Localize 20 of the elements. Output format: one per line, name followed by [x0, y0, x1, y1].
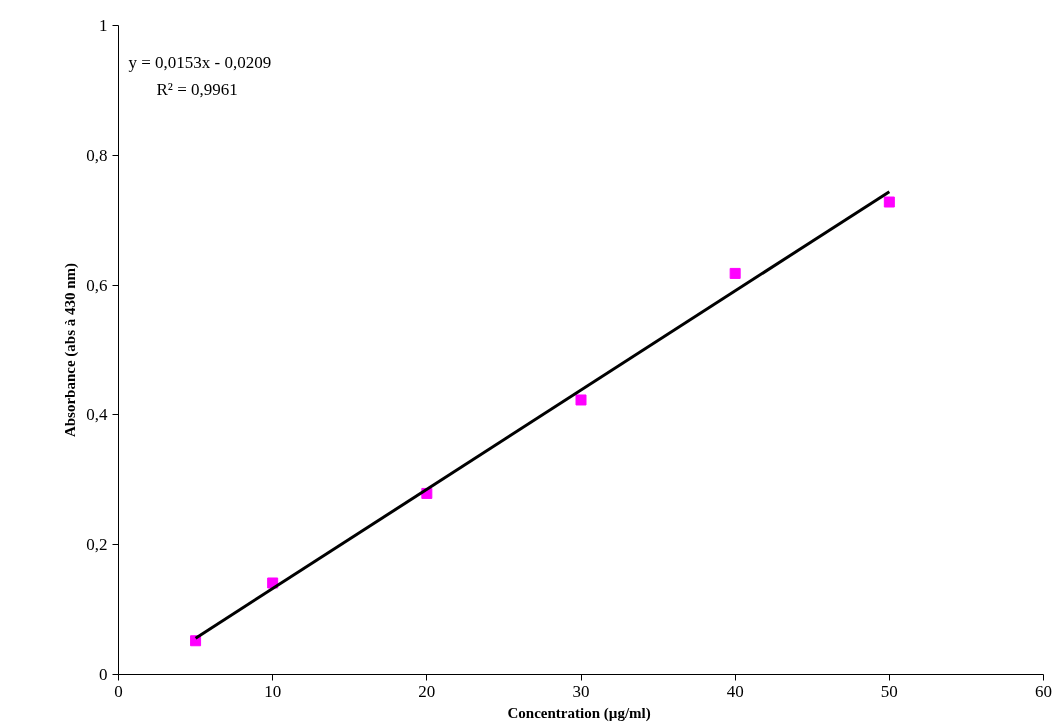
- point: [883, 196, 895, 208]
- y-tick-label: 0: [99, 665, 108, 684]
- y-axis-title: Absorbance (abs à 430 nm): [62, 262, 80, 438]
- x-tick-label: 60: [1035, 681, 1052, 701]
- point: [575, 394, 587, 406]
- x-axis-title: Concentration (µg/ml): [507, 704, 651, 722]
- annotation: y = 0,0153x - 0,0209: [128, 53, 272, 72]
- x-tick-label: 30: [572, 681, 590, 701]
- y-tick-label: 0,8: [86, 145, 108, 165]
- y-tick-label: 1: [99, 16, 108, 35]
- x-tick-label: 20: [418, 681, 436, 701]
- x-tick-label: 50: [880, 681, 898, 701]
- x-tick-label: 10: [264, 681, 282, 701]
- y-tick-label: 0,4: [86, 405, 108, 425]
- x-tick-label: 40: [726, 681, 744, 701]
- point: [729, 267, 741, 279]
- y-tick-label: 0,6: [86, 275, 108, 295]
- y-tick-label: 0,2: [86, 535, 108, 555]
- x-tick-label: 0: [114, 681, 123, 701]
- annotation: R² = 0,9961: [156, 80, 238, 99]
